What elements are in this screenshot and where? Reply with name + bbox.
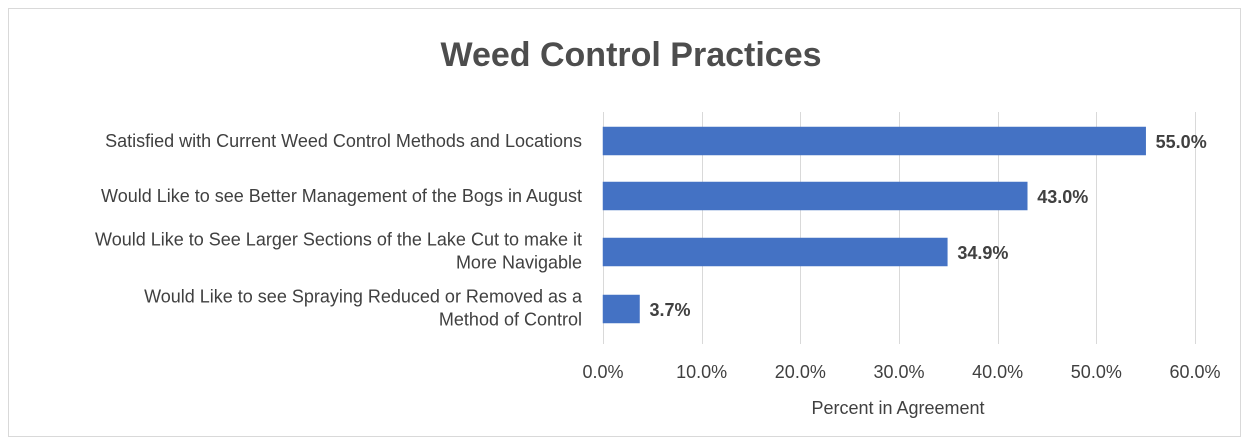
- chart-title: Weed Control Practices: [440, 36, 821, 74]
- x-tick-label: 0.0%: [582, 362, 623, 382]
- x-tick-label: 40.0%: [972, 362, 1023, 382]
- data-labels: 55.0% 43.0% 34.9% 3.7%: [650, 132, 1207, 320]
- bars: [602, 126, 1146, 324]
- category-label: Would Like to see Better Management of t…: [101, 186, 582, 206]
- x-tick-label: 60.0%: [1169, 362, 1220, 382]
- x-tick-label: 30.0%: [873, 362, 924, 382]
- bar: [602, 126, 1146, 156]
- x-tick-label: 10.0%: [676, 362, 727, 382]
- data-label: 43.0%: [1037, 187, 1088, 207]
- bar: [602, 237, 948, 267]
- chart-frame: [8, 8, 1241, 437]
- category-label: Would Like to see Spraying Reduced or Re…: [144, 287, 583, 330]
- category-label: Would Like to See Larger Sections of the…: [95, 230, 582, 273]
- data-label: 3.7%: [650, 300, 691, 320]
- data-label: 34.9%: [957, 243, 1008, 263]
- x-tick-label: 20.0%: [775, 362, 826, 382]
- bar: [602, 181, 1028, 211]
- x-tick-labels: 0.0% 10.0% 20.0% 30.0% 40.0% 50.0% 60.0%: [582, 362, 1220, 382]
- category-labels: Satisfied with Current Weed Control Meth…: [95, 131, 583, 330]
- data-label: 55.0%: [1156, 132, 1207, 152]
- bar: [602, 294, 640, 324]
- x-axis-title: Percent in Agreement: [811, 398, 984, 418]
- x-tick-label: 50.0%: [1071, 362, 1122, 382]
- category-label: Satisfied with Current Weed Control Meth…: [105, 131, 582, 151]
